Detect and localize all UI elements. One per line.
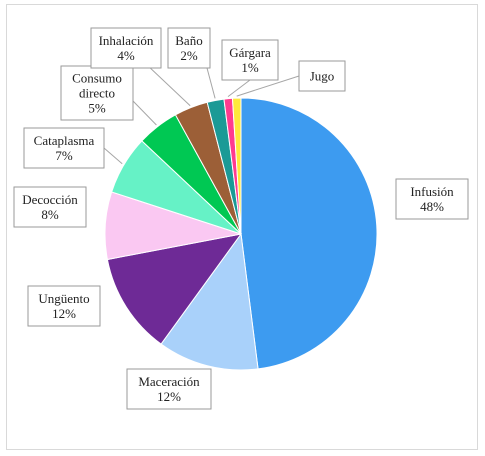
- data-label-box: [27, 285, 101, 327]
- leader-line-inhalacion: [145, 63, 191, 107]
- pie-slice-maceracion: [160, 232, 259, 371]
- data-label-box: [126, 368, 212, 410]
- leader-lines: [103, 63, 300, 165]
- data-label-percent: 48%: [420, 199, 444, 214]
- data-label-percent: 4%: [117, 48, 135, 63]
- data-label-name: Jugo: [310, 69, 335, 84]
- data-label-name: Infusión: [410, 184, 454, 199]
- data-labels: Infusión48%Maceración12%Ungüento12%Decoc…: [13, 27, 469, 410]
- data-label-percent: 8%: [41, 207, 59, 222]
- data-label-box: [167, 27, 211, 69]
- data-label-box: [395, 178, 469, 220]
- data-label-name: Decocción: [22, 192, 78, 207]
- data-label-name: Inhalación: [99, 33, 154, 48]
- pie-slice-unguento: [106, 233, 243, 345]
- data-label-box: [90, 27, 162, 69]
- data-label-jugo: Jugo: [298, 60, 346, 92]
- pie-slice-jugo: [231, 97, 242, 235]
- data-label-name: Consumo: [72, 71, 122, 86]
- data-label-box: [221, 39, 279, 81]
- data-label-name: Baño: [175, 33, 202, 48]
- data-label-name: Gárgara: [229, 45, 271, 60]
- leader-line-consumo-directo: [132, 100, 157, 126]
- pie-slices: [104, 97, 378, 371]
- data-label-percent: 12%: [157, 389, 181, 404]
- data-label-percent: 7%: [55, 148, 73, 163]
- data-label-box: [60, 65, 134, 121]
- leader-line-jugo: [236, 75, 300, 97]
- data-label-name: directo: [79, 86, 115, 101]
- data-label-box: [13, 186, 87, 228]
- leader-line-cataplasma: [103, 147, 123, 165]
- data-label-percent: 2%: [180, 48, 198, 63]
- data-label-name: Cataplasma: [34, 133, 95, 148]
- leader-line-bano: [206, 67, 216, 99]
- data-label-box: [23, 127, 105, 169]
- data-label-name: Ungüento: [38, 291, 89, 306]
- pie-slice-infusion: [240, 97, 378, 370]
- data-label-percent: 5%: [88, 101, 106, 116]
- data-label-name: Maceración: [138, 374, 200, 389]
- leader-line-gargara: [227, 79, 251, 97]
- data-label-percent: 12%: [52, 306, 76, 321]
- data-label-box: [298, 60, 346, 92]
- data-label-percent: 1%: [241, 60, 259, 75]
